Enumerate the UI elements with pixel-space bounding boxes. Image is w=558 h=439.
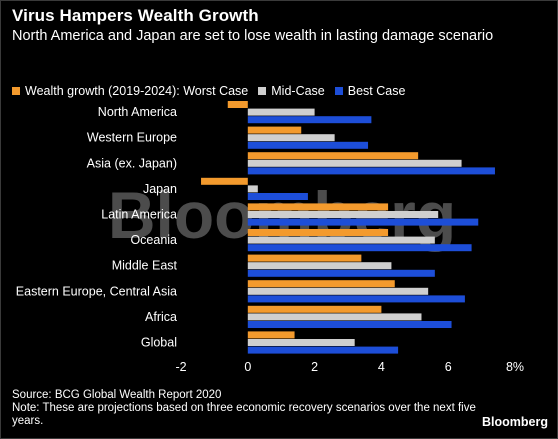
bar-worst	[247, 229, 389, 236]
bar-worst	[247, 126, 302, 134]
category-label: Eastern Europe, Central Asia	[16, 284, 177, 298]
bar-mid	[247, 236, 435, 244]
bar-mid	[247, 339, 355, 346]
category-label: Middle East	[112, 259, 178, 273]
category-label: North America	[98, 105, 177, 119]
bar-worst	[247, 305, 382, 313]
bar-mid	[247, 262, 392, 270]
bar-best	[247, 116, 372, 124]
legend-swatch-best	[334, 87, 343, 95]
source-text: Source: BCG Global Wealth Report 2020	[12, 389, 222, 401]
bar-best	[247, 244, 472, 252]
bar-best	[247, 269, 435, 277]
chart-subtitle: North America and Japan are set to lose …	[12, 28, 494, 44]
legend-swatch-mid	[258, 87, 267, 95]
bar-mid	[247, 313, 422, 321]
category-label: Latin America	[101, 208, 177, 222]
legend-label-best: Best Case	[347, 84, 406, 98]
chart-footer: Source: BCG Global Wealth Report 2020 No…	[12, 389, 482, 428]
x-tick-label: -2	[175, 360, 186, 374]
category-label: Oceania	[130, 233, 177, 247]
bar-mid	[247, 211, 439, 218]
legend-label-worst: Wealth growth (2019-2024): Worst Case	[25, 84, 249, 98]
category-label: Western Europe	[87, 131, 177, 145]
legend-item-worst: Wealth growth (2019-2024): Worst Case	[12, 84, 248, 98]
chart-title: Virus Hampers Wealth Growth	[12, 6, 259, 25]
x-tick-label: 2	[311, 360, 318, 374]
bar-worst	[227, 101, 248, 108]
note-text: Note: These are projections based on thr…	[12, 402, 476, 427]
bar-best	[247, 167, 495, 175]
legend-item-mid: Mid-Case	[258, 84, 325, 98]
legend-label-mid: Mid-Case	[271, 84, 325, 98]
bar-mid	[247, 287, 429, 295]
x-tick-label: 0	[244, 360, 251, 374]
bar-mid	[247, 134, 335, 142]
bar-worst	[247, 203, 389, 211]
legend-item-best: Best Case	[334, 84, 406, 98]
bar-best	[247, 346, 399, 354]
bar-mid	[247, 108, 315, 116]
x-tick-label: 4	[378, 360, 385, 374]
category-label: Asia (ex. Japan)	[87, 156, 177, 170]
bar-worst	[201, 177, 248, 185]
category-label: Global	[141, 336, 177, 350]
bar-best	[247, 295, 465, 303]
bar-best	[247, 141, 369, 149]
bloomberg-logo: Bloomberg	[482, 415, 548, 429]
x-tick-label: 6	[445, 360, 452, 374]
bar-mid	[247, 185, 258, 193]
legend-swatch-worst	[12, 87, 20, 95]
x-tick-label: 8%	[506, 360, 524, 374]
category-label: Japan	[143, 182, 177, 196]
bar-mid	[247, 159, 462, 167]
bar-worst	[247, 331, 295, 339]
legend: Wealth growth (2019-2024): Worst Case Mi…	[12, 84, 415, 98]
bar-best	[247, 321, 452, 328]
bar-best	[247, 218, 479, 226]
bar-worst	[247, 254, 362, 262]
category-label: Africa	[145, 310, 177, 324]
bar-worst	[247, 280, 395, 288]
bar-worst	[247, 152, 419, 160]
bar-best	[247, 193, 308, 200]
